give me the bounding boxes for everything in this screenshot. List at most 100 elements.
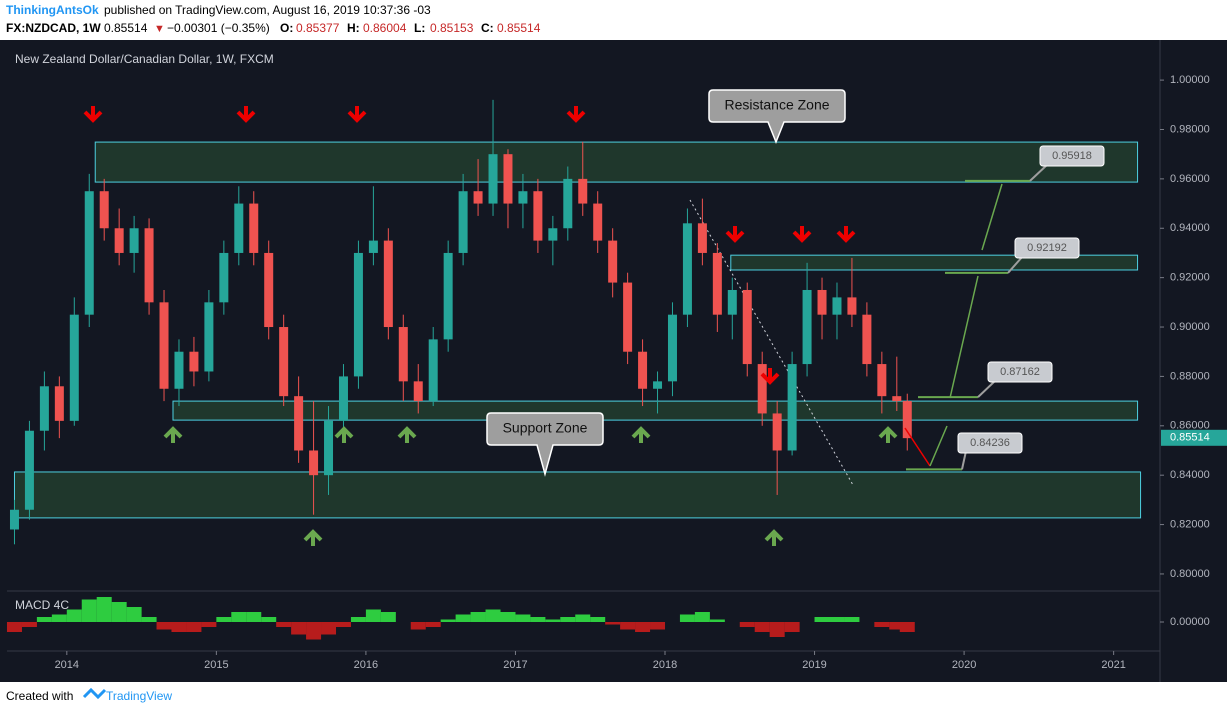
y-tick-label: 0.94000 [1170,222,1210,234]
candle-body [653,381,663,389]
macd-bar [156,622,172,630]
buy-arrow [334,426,354,443]
macd-bar [201,622,217,627]
candle-body [54,386,64,421]
candle-body [802,289,812,365]
sell-arrow [836,226,856,243]
candle-body [847,297,857,315]
sell-arrow [236,106,256,123]
x-tick-label: 2015 [204,659,228,671]
candle-body [234,203,244,253]
candle-body [862,314,872,365]
change: −0.00301 (−0.35%) [167,21,270,35]
ohlc-label: L: [414,21,425,35]
sell-arrow [566,106,586,123]
candle-body [533,191,543,241]
candle-body [832,297,842,315]
candle-body [563,178,573,229]
macd-bar [694,612,710,622]
price-pointer [1007,255,1024,274]
price-label: 0.95918 [1052,150,1092,162]
y-tick-label: 0.84000 [1170,469,1210,481]
candle-body [69,314,79,421]
sell-arrow [760,368,780,385]
macd-bar [380,612,396,622]
footer-brand[interactable]: TradingView [106,689,172,703]
sell-arrow [83,106,103,123]
macd-bar [111,602,127,622]
macd-bar [66,609,82,622]
macd-bar [874,622,890,627]
buy-arrow [878,426,898,443]
candle-body [902,401,912,439]
macd-bar [754,622,770,632]
candle-body [518,191,528,204]
candle-body [338,376,348,421]
callout-label: Support Zone [503,420,588,436]
macd-bar [530,617,546,622]
macd-bar [470,612,486,622]
x-tick-label: 2019 [802,659,826,671]
candle-body [368,240,378,253]
candle-body [324,420,334,476]
candle-body [742,289,752,365]
x-tick-label: 2017 [503,659,527,671]
candle-body [892,396,902,402]
candle-body [99,191,109,229]
macd-bar [21,622,37,627]
price-pointer [1029,163,1049,182]
y-tick-label: 0.82000 [1170,518,1210,530]
candle-body [593,203,603,241]
candle-body [204,302,214,372]
candle-body [294,396,304,451]
candle-body [727,289,737,315]
macd-bar [231,612,247,622]
author[interactable]: ThinkingAntsOk [6,3,99,17]
candle-body [279,327,289,397]
macd-bar [590,617,606,622]
macd-bar [620,622,636,630]
macd-bar [51,614,67,622]
candle-body [772,413,782,451]
y-tick-label: 1.00000 [1170,74,1210,86]
candle-body [383,240,393,328]
price-label: 0.92192 [1027,242,1067,254]
price-label: 0.84236 [970,437,1010,449]
header-bg [0,0,1227,40]
x-tick-label: 2014 [55,659,79,671]
projection [904,427,931,467]
macd-bar [171,622,187,632]
candle-body [712,252,722,315]
macd-bar [291,622,307,635]
macd-bar [126,607,142,622]
macd-bar [769,622,785,637]
macd-bar [605,622,621,625]
macd-bar [575,614,591,622]
macd-bar [814,617,830,622]
macd-tick-label: 0.00000 [1170,616,1210,628]
x-tick-label: 2016 [354,659,378,671]
candle-body [114,228,124,253]
candle-body [757,364,767,414]
buy-arrow [163,426,183,443]
candle-body [697,223,707,253]
ohlc-value: 0.85514 [497,21,541,35]
x-tick-label: 2020 [952,659,976,671]
price-box [1039,145,1105,167]
candle-body [144,228,154,303]
candle-body [129,228,139,253]
macd-bar [36,617,52,622]
candle-body [682,223,692,315]
y-tick-label: 0.80000 [1170,568,1210,580]
zone [730,254,1139,271]
macd-title: MACD 4C [15,598,69,612]
candle-body [817,289,827,315]
price-pointer [977,379,997,398]
candle-body [353,252,363,377]
candle-body [877,364,887,397]
sell-arrow [725,226,745,243]
callout-box [708,89,846,145]
macd-bar [410,622,426,630]
zone [94,141,1139,183]
